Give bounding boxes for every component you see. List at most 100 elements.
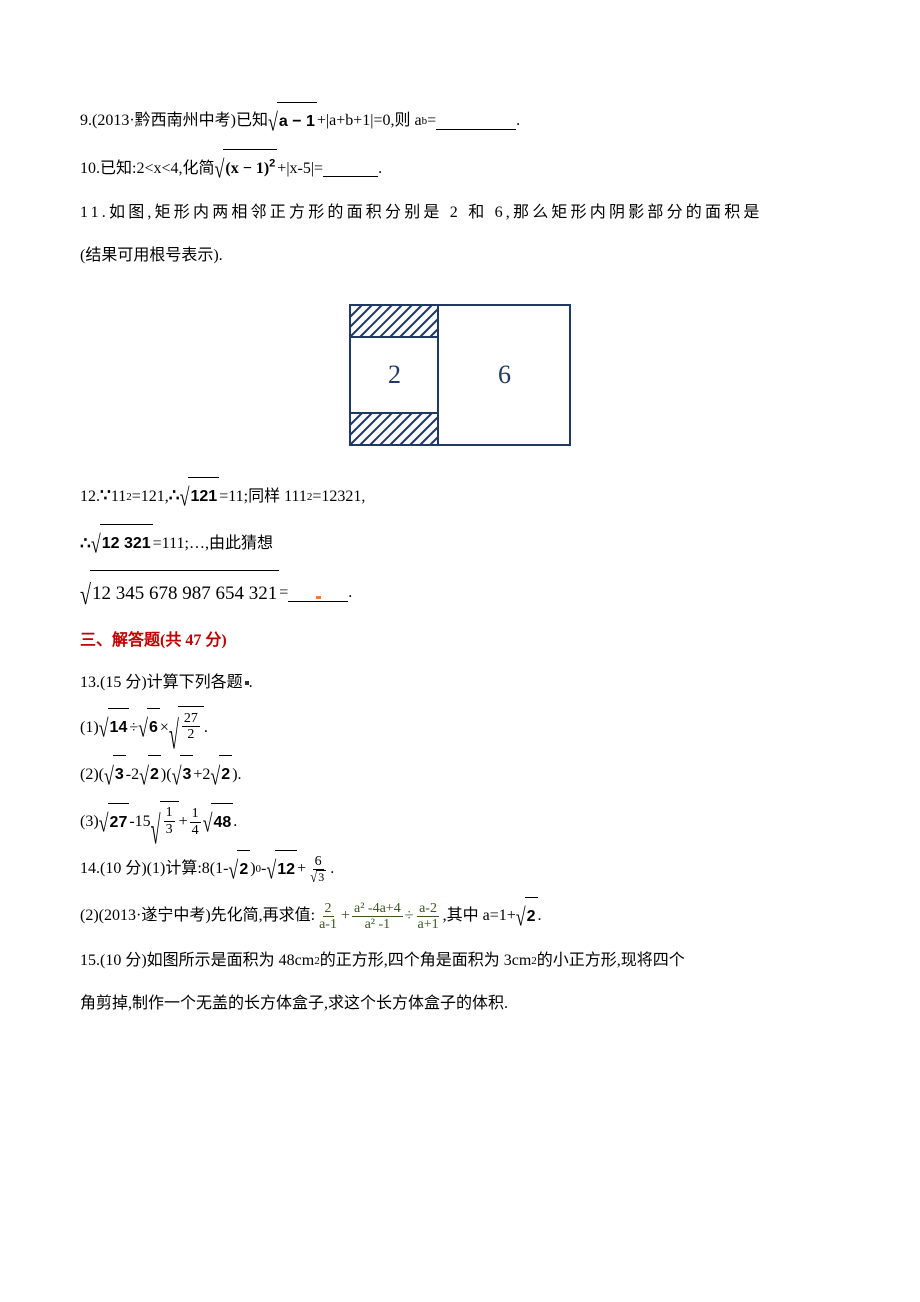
period: . (204, 709, 208, 747)
r: 2 (525, 897, 538, 936)
sqrt-icon: √2 (210, 754, 232, 797)
q13-p1-r2: 6 (147, 708, 160, 747)
sqrt-icon: √3 (172, 754, 194, 797)
question-15: 15.(10 分)如图所示是面积为 48cm2 的正方形,四个角是面积为 3cm… (80, 942, 840, 1023)
period: . (348, 574, 352, 612)
q13-part1: (1) √14 ÷ √6 × √ 27 2 . (80, 706, 840, 749)
q11-line2: (结果可用根号表示). (80, 237, 840, 275)
fraction: 27 2 (182, 711, 200, 743)
sqrt-icon: √ 27 2 (169, 706, 204, 749)
sqrt-icon: √a − 1 (268, 100, 317, 143)
q13-p3-pre: (3) (80, 803, 99, 841)
fraction: 2 a-1 (317, 901, 339, 933)
period: . (538, 897, 542, 935)
fraction: 1 4 (190, 806, 201, 838)
q14-p2-pre: (2)(2013·遂宁中考)先化简,再求值: (80, 897, 315, 935)
question-10: 10.已知:2<x<4,化简 √(x − 1)2 +|x-5|= . (80, 147, 840, 190)
t: + (297, 850, 306, 888)
fraction: a-2 a+1 (415, 901, 440, 933)
t: 的正方形,四个角是面积为 3cm (320, 942, 532, 980)
q12-rad3: 12 345 678 987 654 321 (90, 570, 279, 617)
page-content: 9.(2013·黔西南州中考)已知 √a − 1 +|a+b+1|=0,则 ab… (0, 0, 920, 1107)
figure-rectangles: 2 6 (80, 295, 840, 455)
r: 3 (113, 755, 126, 794)
q10-radicand: (x − 1)2 (223, 149, 277, 188)
q13-part3: (3) √27 -15 √ 1 3 + 1 4 √48. (80, 801, 840, 844)
answer-blank (288, 585, 348, 602)
therefore-icon: ∴ (169, 476, 180, 517)
q12-a2: =121, (132, 478, 169, 516)
therefore-icon: ∴ (80, 524, 91, 565)
period: . (233, 803, 237, 841)
r: 27 (108, 803, 130, 842)
sqrt-icon: √12 345 678 987 654 321 (80, 570, 279, 618)
sqrt-icon: √2 (228, 848, 250, 891)
r: 2 (237, 850, 250, 889)
q10-rad-exp: 2 (269, 158, 275, 170)
frac-num: 27 (182, 711, 200, 727)
d: 4 (190, 823, 201, 838)
q14-part2: (2)(2013·遂宁中考)先化简,再求值: 2 a-1 + a² -4a+4 … (80, 895, 840, 938)
q9-mid: +|a+b+1|=0,则 a (317, 102, 422, 140)
n: 1 (164, 805, 175, 821)
q11-line1: 11.如图,矩形内两相邻正方形的面积分别是 2 和 6,那么矩形内阴影部分的面积… (80, 194, 840, 232)
r: 2 (219, 755, 232, 794)
n: 1 (190, 806, 201, 822)
period: . (516, 102, 520, 140)
q12-rad2: 12 321 (100, 524, 153, 563)
r: 12 (275, 850, 297, 889)
t: 的小正方形,现将四个 (537, 942, 685, 980)
n: a-2 (417, 901, 439, 917)
sqrt-icon: √12 (266, 848, 297, 891)
fraction: 6 √3 (308, 854, 328, 886)
n: 2 (323, 901, 334, 917)
question-13-title: 13.(15 分)计算下列各题. (80, 664, 840, 702)
question-11: 11.如图,矩形内两相邻正方形的面积分别是 2 和 6,那么矩形内阴影部分的面积… (80, 194, 840, 275)
fraction: 1 3 (164, 805, 175, 837)
sqrt-icon: √27 (99, 801, 130, 844)
q12-a4: =12321, (312, 478, 365, 516)
answer-blank (436, 113, 516, 130)
q12-eq: = (279, 574, 288, 612)
t: 15.(10 分)如图所示是面积为 48cm (80, 942, 314, 980)
sqrt-icon: √2 (516, 895, 538, 938)
sqrt-icon: √6 (138, 706, 160, 749)
q12-pre: 12. (80, 478, 100, 516)
answer-blank (323, 160, 378, 177)
q13-title: 13.(15 分)计算下列各题 (80, 664, 243, 702)
t: ). (232, 756, 241, 794)
r: 3 (316, 870, 326, 884)
fraction: a² -4a+4 a² -1 (352, 901, 403, 933)
period: . (249, 664, 253, 702)
period: . (330, 850, 334, 888)
q13-p2-pre: (2)( (80, 756, 104, 794)
because-icon: ∵ (100, 476, 111, 517)
q12-line2-rest: =111;…,由此猜想 (153, 525, 273, 563)
t: -2 (126, 756, 139, 794)
q10-prefix: 10.已知:2<x<4,化简 (80, 150, 215, 188)
fig-label-6: 6 (498, 360, 511, 389)
q12-line2: ∴ √12 321 =111;…,由此猜想 (80, 522, 840, 565)
sqrt-icon: √14 (99, 706, 130, 749)
q12-line3: √12 345 678 987 654 321 = . (80, 570, 840, 618)
q12-line1: 12. ∵ 112 =121, ∴ √121 =11;同样 1112 =1232… (80, 475, 840, 518)
n: a² -4a+4 (352, 901, 403, 917)
q14-part1: 14.(10 分)(1)计算:8(1- √2 )0 - √12 + 6 √3 . (80, 848, 840, 891)
q9-radicand: a − 1 (277, 102, 317, 141)
q13-p1-frac: 27 2 (178, 706, 204, 745)
t: -15 (129, 803, 150, 841)
q15-line2: 角剪掉,制作一个无盖的长方体盒子,求这个长方体盒子的体积. (80, 985, 840, 1023)
q9-suffix: = (427, 102, 436, 140)
d: a-1 (317, 917, 339, 932)
q12-a1: 11 (111, 478, 126, 516)
q13-p1-r1: 14 (108, 708, 130, 747)
q12-a3: =11;同样 111 (219, 478, 307, 516)
q9-prefix: 9.(2013·黔西南州中考)已知 (80, 102, 268, 140)
q12-rad1: 121 (188, 477, 219, 516)
fig-label-2: 2 (388, 360, 401, 389)
q13-p1-pre: (1) (80, 709, 99, 747)
frac-den: 2 (185, 727, 196, 742)
sqrt-icon: √121 (180, 475, 220, 518)
r: 48 (211, 803, 233, 842)
r: 3 (180, 755, 193, 794)
